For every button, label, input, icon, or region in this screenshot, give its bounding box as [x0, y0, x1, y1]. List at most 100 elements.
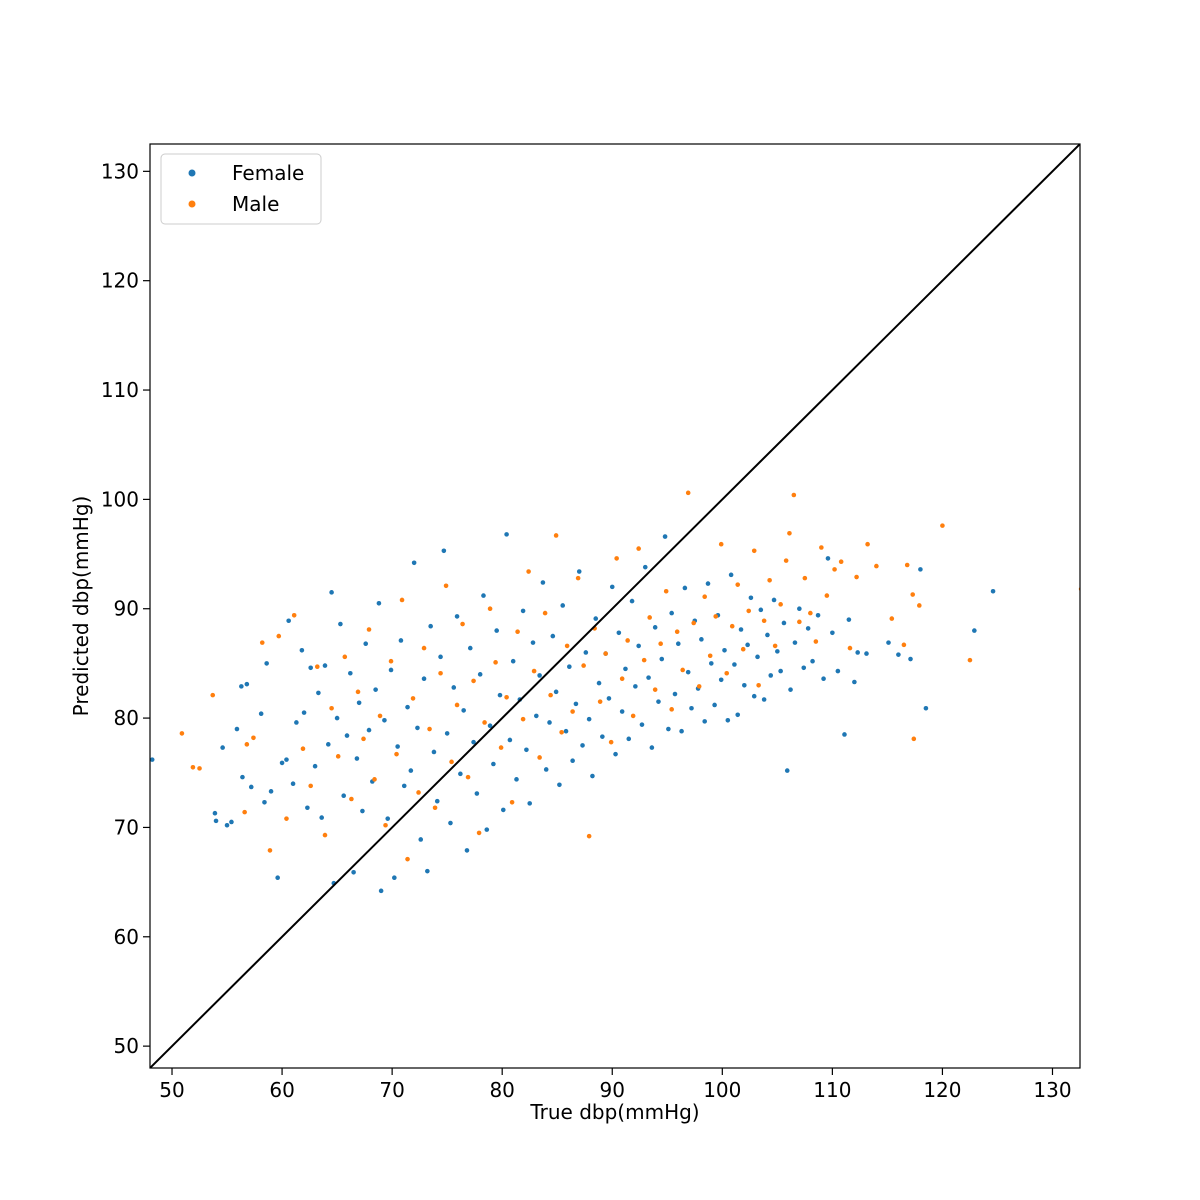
x-axis: 50 60 70 80 90 100 110 120 130: [159, 1068, 1072, 1102]
data-point: [543, 767, 549, 772]
data-point: [416, 790, 421, 795]
data-point: [614, 556, 619, 561]
data-point: [461, 708, 466, 713]
data-point: [846, 617, 852, 622]
data-point: [451, 685, 457, 690]
data-point: [376, 600, 382, 606]
data-point: [830, 630, 835, 636]
data-point: [234, 726, 240, 732]
data-point: [908, 656, 913, 662]
data-point: [662, 534, 668, 539]
data-point: [728, 572, 734, 578]
x-tick-label: 70: [379, 1078, 404, 1102]
data-point: [586, 716, 592, 722]
data-point: [771, 597, 777, 603]
data-point: [547, 720, 552, 725]
legend-label: Male: [232, 192, 279, 216]
data-point: [421, 676, 427, 682]
data-point: [504, 695, 509, 700]
data-point: [530, 640, 536, 645]
x-tick-label: 130: [1033, 1078, 1071, 1102]
data-point: [889, 616, 895, 621]
data-point: [242, 809, 247, 815]
data-point: [707, 653, 713, 659]
data-point: [918, 567, 923, 572]
identity-line: [150, 144, 1080, 1068]
data-point: [797, 606, 802, 612]
data-point: [498, 745, 504, 750]
data-point: [276, 633, 282, 639]
data-point: [722, 647, 727, 653]
data-point: [825, 556, 831, 561]
data-point: [213, 818, 219, 824]
data-point: [434, 798, 440, 804]
data-point: [491, 761, 496, 767]
data-point: [377, 713, 383, 719]
data-point: [842, 732, 847, 737]
data-point: [258, 711, 264, 717]
data-point: [838, 559, 844, 565]
data-point: [291, 612, 297, 618]
data-point: [421, 645, 427, 651]
data-point: [493, 660, 498, 665]
data-point: [356, 700, 362, 706]
data-point: [560, 603, 566, 608]
data-point: [917, 603, 922, 608]
y-tick-label: 100: [101, 487, 139, 511]
data-point: [418, 837, 424, 842]
data-point: [626, 736, 632, 742]
data-point: [778, 668, 783, 674]
data-point: [329, 590, 334, 595]
data-point: [248, 784, 254, 790]
data-point: [537, 755, 542, 760]
data-point: [778, 602, 783, 607]
data-point: [685, 669, 691, 675]
data-point: [316, 690, 321, 696]
data-point: [641, 657, 647, 663]
data-point: [372, 777, 377, 782]
data-point: [738, 627, 744, 632]
data-point: [264, 661, 269, 666]
data-point: [633, 684, 638, 689]
data-point: [509, 799, 515, 805]
y-tick-label: 90: [114, 597, 139, 621]
data-point: [405, 704, 410, 710]
data-point: [481, 593, 486, 598]
data-point: [229, 819, 234, 825]
data-point: [342, 654, 348, 660]
data-point: [802, 575, 808, 581]
data-point: [351, 869, 356, 875]
data-point: [363, 641, 369, 647]
data-point: [751, 693, 757, 699]
data-point: [586, 833, 592, 839]
x-tick-label: 110: [813, 1078, 851, 1102]
data-point: [608, 739, 614, 745]
data-point: [550, 633, 556, 639]
data-point: [244, 742, 250, 747]
data-point: [629, 598, 635, 604]
data-point: [990, 588, 996, 594]
data-point: [197, 766, 202, 771]
data-point: [355, 689, 361, 695]
data-point: [652, 687, 658, 692]
data-point: [672, 691, 678, 697]
data-point: [797, 619, 802, 625]
data-point: [497, 692, 503, 698]
data-point: [625, 638, 630, 643]
data-point: [290, 781, 296, 786]
data-point: [748, 595, 754, 601]
data-point: [758, 607, 764, 613]
data-point: [761, 697, 767, 702]
y-axis-label: Predicted dbp(mmHg): [69, 496, 93, 717]
data-point: [507, 737, 513, 743]
data-point: [477, 672, 483, 677]
data-point: [427, 726, 432, 732]
data-point: [319, 815, 324, 820]
series-female: [150, 532, 996, 894]
data-point: [824, 593, 830, 598]
data-point: [712, 702, 717, 708]
data-point: [443, 583, 449, 589]
data-point: [590, 773, 595, 779]
data-point: [910, 592, 916, 597]
data-point: [563, 728, 569, 734]
